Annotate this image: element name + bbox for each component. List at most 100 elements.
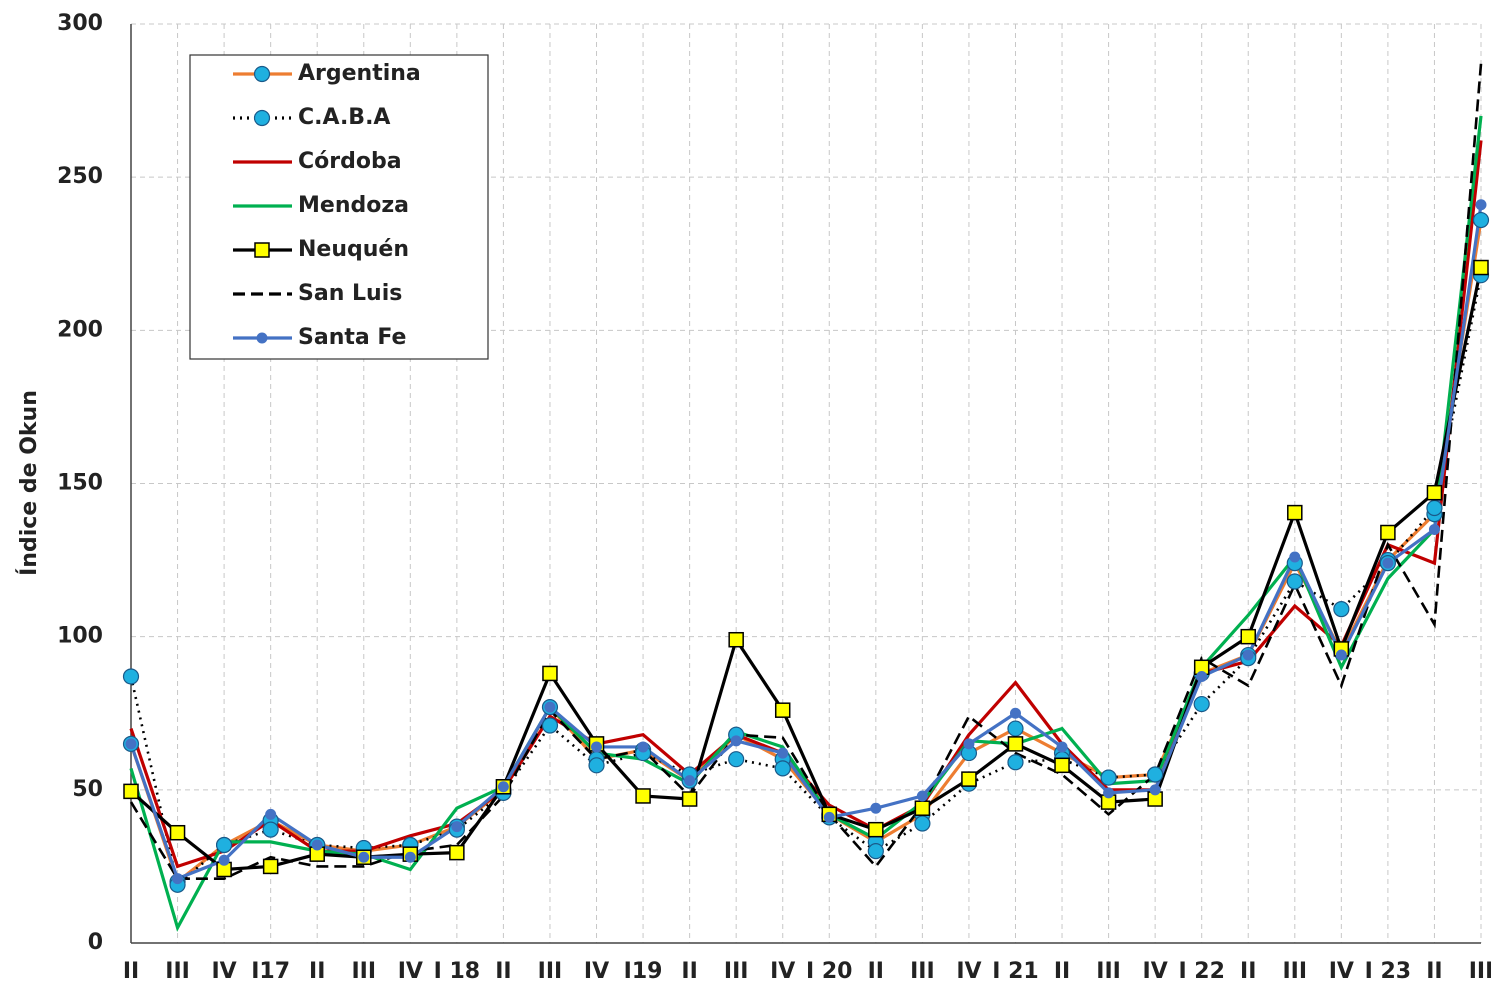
x-tick-label: I 20 (806, 959, 852, 982)
data-point (1335, 649, 1347, 661)
legend-label: Córdoba (298, 149, 402, 174)
data-point (1196, 670, 1208, 682)
data-point (1289, 551, 1301, 563)
x-tick-label: II (495, 959, 511, 982)
data-point (774, 760, 791, 777)
data-point (635, 788, 651, 804)
data-point (868, 821, 884, 838)
data-point (1147, 766, 1164, 783)
data-point (1193, 695, 1210, 713)
data-point (172, 873, 184, 885)
x-tick-label: IV (211, 959, 236, 982)
data-point (684, 775, 696, 787)
data-point (1426, 484, 1443, 501)
data-point (311, 839, 323, 851)
x-tick-label: II (868, 959, 884, 982)
y-tick-label: 300 (57, 11, 103, 36)
x-tick-label: I 22 (1178, 959, 1224, 982)
x-tick-label: I 18 (434, 959, 480, 982)
legend-label: Mendoza (298, 193, 409, 218)
x-tick-label: I17 (251, 959, 290, 982)
data-point (961, 771, 977, 787)
data-point (916, 790, 928, 802)
y-tick-label: 150 (57, 471, 103, 496)
x-tick-label: III (910, 959, 935, 982)
data-point (218, 854, 230, 866)
data-point (404, 851, 416, 863)
legend-label: Neuquén (298, 237, 409, 262)
data-point (262, 858, 279, 875)
data-point (1007, 720, 1024, 737)
data-point (963, 738, 975, 750)
data-point (728, 631, 744, 648)
data-point (497, 781, 509, 793)
x-tick-label: II (681, 959, 697, 982)
x-tick-label: III (165, 959, 190, 982)
data-point (1475, 199, 1487, 211)
y-tick-label: 100 (57, 624, 103, 649)
x-tick-label: III (538, 959, 563, 982)
x-tick-label: II (309, 959, 325, 982)
data-point (262, 821, 279, 838)
data-point (216, 836, 233, 854)
data-point (1240, 628, 1256, 645)
data-point (823, 811, 835, 823)
data-point (358, 851, 370, 863)
y-axis-label: Índice de Okun (16, 390, 42, 576)
data-point (1426, 499, 1443, 517)
data-point (870, 802, 882, 814)
data-point (449, 844, 465, 861)
legend-label: Argentina (298, 61, 421, 86)
x-tick-label: II (123, 959, 139, 982)
data-point (1286, 573, 1303, 590)
x-tick-label: II (1240, 959, 1256, 982)
x-tick-label: I 21 (992, 959, 1038, 982)
data-point (681, 791, 698, 807)
data-point (1056, 741, 1068, 753)
data-point (728, 751, 745, 768)
data-point (914, 800, 931, 816)
data-point (1287, 504, 1303, 521)
data-point (591, 741, 603, 753)
x-tick-label: III (1096, 959, 1121, 982)
data-point (1149, 784, 1161, 796)
y-tick-label: 200 (57, 317, 103, 342)
data-point (1428, 523, 1440, 535)
y-tick-label: 250 (57, 164, 103, 189)
series-line (129, 63, 1483, 880)
x-tick-label: IV (1143, 959, 1168, 982)
data-point (1242, 649, 1254, 661)
data-point (730, 735, 742, 747)
x-tick-label: III (724, 959, 749, 982)
data-point (122, 668, 140, 685)
legend-label: San Luis (298, 281, 402, 306)
x-tick-label: I19 (624, 959, 663, 982)
legend-marker (254, 242, 270, 258)
data-point (588, 757, 605, 774)
x-tick-label: IV (398, 959, 423, 982)
data-point (1333, 600, 1350, 618)
data-point (1100, 769, 1117, 786)
x-tick-label: I 23 (1365, 959, 1411, 982)
legend-label: C.A.B.A (298, 105, 390, 130)
legend-label: Santa Fe (298, 325, 406, 350)
x-tick-label: III (351, 959, 376, 982)
x-tick-label: IV (770, 959, 795, 982)
data-point (637, 741, 649, 753)
data-point (1472, 211, 1490, 229)
data-point (544, 701, 556, 713)
legend-marker (256, 332, 268, 344)
series-line (129, 274, 1483, 888)
data-point (1009, 707, 1021, 719)
y-tick-label: 0 (88, 930, 103, 955)
data-point (777, 747, 789, 759)
data-point (451, 821, 463, 833)
legend-marker (253, 65, 271, 83)
x-tick-label: II (1426, 959, 1442, 982)
x-tick-label: IV (1329, 959, 1354, 982)
legend-marker (253, 109, 271, 127)
x-tick-label: III (1469, 959, 1491, 982)
data-point (914, 815, 931, 832)
legend: Argentina C.A.B.A Córdoba Mendoza Neuquén San… (189, 54, 489, 360)
